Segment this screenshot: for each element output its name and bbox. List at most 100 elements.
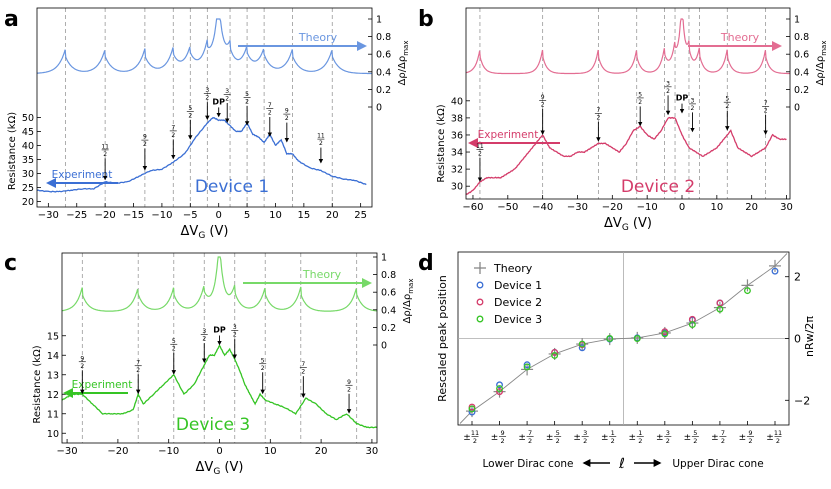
panel-d-device3-point [551, 352, 559, 359]
panel-c-annotation-fraction-den: 2 [136, 367, 140, 374]
panel-a-rtick-label: 1 [376, 15, 382, 26]
panel-a-xtick-label: 25 [354, 210, 367, 221]
panel-d-ytick-label: −2 [794, 394, 810, 407]
panel-a-right-axis-label: Δρ/Δρmax [397, 40, 410, 85]
panel-b-annotation-fraction-num: 7 [596, 107, 600, 114]
panel-d-legend-label: Device 2 [494, 296, 542, 309]
panel-d-device2-point [551, 348, 559, 356]
panel-c-xtick-label: −20 [107, 446, 128, 457]
panel-d-xtick-pm: ± [739, 433, 747, 443]
panel-c-annotation-fraction: 32 [200, 328, 208, 343]
panel-a-annotation-fraction: 72 [169, 124, 177, 139]
panel-d-xtick-fraction-den: 2 [528, 437, 532, 445]
panel-a-xlabel-unit: (V) [205, 224, 228, 239]
panel-d-upper-cone-label: Upper Dirac cone [672, 458, 763, 470]
panel-b-xtick-label: 0 [679, 202, 685, 213]
panel-a-annotation-fraction: 52 [186, 105, 194, 119]
panel-b-ytick-label: 30 [451, 182, 463, 193]
panel-c-theory-label: Theory [302, 268, 342, 281]
panel-a-ytick-label: 35 [22, 155, 34, 166]
panel-b-theory-label: Theory [720, 31, 760, 44]
panel-d-xtick-fraction-den: 2 [693, 437, 697, 445]
panel-a-annotation-fraction-den: 2 [245, 98, 249, 105]
panel-c-xtick-label: 30 [366, 446, 379, 457]
panel-b-xtick-label: 30 [780, 202, 793, 213]
panel-d-xtick-fraction-num: 3 [666, 429, 670, 437]
panel-c-annotation-dp: DP [213, 326, 226, 335]
panel-a-annotation-fraction-num: 3 [225, 88, 229, 95]
panel-c-right-axis-label: Δρ/Δρmax [402, 278, 415, 323]
panel-d-xtick-fraction-num: 9 [500, 429, 504, 437]
panel-c-theory-curve [61, 256, 377, 312]
panel-d-xtick-fraction: 52 [691, 429, 699, 445]
panel-d-legend-device1-marker [476, 281, 484, 289]
panel-a-annotation-fraction-den: 2 [143, 141, 147, 148]
panel-b-ytick-label: 32 [451, 165, 463, 176]
panel-b-annotation-fraction: 72 [594, 107, 602, 121]
panel-d-xtick-fraction-den: 2 [721, 437, 725, 445]
panel-c-ytick-label: 13 [47, 370, 59, 381]
panel-c-ytick-label: 15 [47, 331, 59, 342]
panel-a-rtick-label: 0.8 [376, 32, 391, 43]
panel-a-rtick-label: 0.2 [376, 85, 391, 96]
panel-a-theory-curve [36, 18, 372, 75]
panel-d-xtick-fraction-num: 7 [721, 429, 725, 437]
panel-d-xtick-pm: ± [684, 433, 692, 443]
panel-b-rtick-label: 0.8 [794, 32, 809, 43]
panel-d-lower-cone-label: Lower Dirac cone [483, 458, 574, 470]
panel-letter-d: d [418, 251, 434, 276]
panel-c-annotation-fraction: 52 [259, 357, 267, 372]
panel-d-xtick-fraction: 92 [499, 429, 507, 445]
panel-a-xtick-label: 0 [216, 210, 222, 221]
panel-b-annotation-fraction: 32 [664, 80, 672, 95]
panel-b-xtick-label: −20 [602, 202, 623, 213]
panel-d-device3-point [606, 335, 614, 342]
panel-d-xtick-fraction-den: 2 [776, 437, 780, 445]
panel-c-annotation-fraction: 52 [170, 338, 178, 352]
panel-d-xtick-fraction-num: 3 [583, 429, 587, 437]
panel-c-xtick-label: 20 [315, 446, 328, 457]
panel-d-xtick-fraction: 112 [471, 429, 479, 445]
panel-c-xtick-label: 10 [264, 446, 277, 457]
panel-c-annotation-fraction-den: 2 [233, 332, 237, 339]
panel-a-annotation-fraction-num: 11 [101, 143, 109, 150]
panel-b-right-axis-label: Δρ/Δρmax [815, 40, 828, 85]
panel-a-xtick-label: 15 [297, 210, 310, 221]
panel-b-xtick-label: 10 [710, 202, 723, 213]
panel-d-xtick-pm: ± [766, 433, 774, 443]
panel-a-ytick-label: 50 [22, 113, 34, 124]
panel-d-xtick-fraction-den: 2 [583, 437, 587, 445]
panel-b-annotation-fraction-num: 3 [691, 97, 695, 104]
panel-a-xtick-label: 10 [269, 210, 282, 221]
panel-c-annotation-fraction-num: 3 [233, 324, 237, 331]
panel-b-ytick-label: 40 [451, 96, 463, 107]
panel-d-xtick-fraction-den: 2 [638, 437, 642, 445]
panel-b-annotation-dp: DP [676, 94, 689, 103]
panel-d-device3-point [716, 305, 724, 313]
panel-d-xtick-pm: ± [491, 433, 499, 443]
panel-d-xtick-pm: ± [656, 433, 664, 443]
panel-c-experiment-curve [61, 344, 378, 429]
panel-d-xtick-fraction-den: 2 [611, 437, 615, 445]
panel-b-xlabel-sub: G [622, 223, 629, 233]
panel-d-xtick-fraction-num: 5 [693, 429, 697, 437]
panel-a-annotation-fraction-den: 2 [319, 140, 323, 147]
panel-d-xtick-fraction: 12 [609, 429, 617, 445]
panel-d-xtick-pm: ± [628, 433, 636, 443]
panel-c-annotation-fraction-den: 2 [80, 363, 84, 370]
panel-b-annotation-fraction-den: 2 [764, 107, 768, 114]
panel-d-xtick-pm: ± [518, 433, 526, 443]
panel-b-annotation-fraction-num: 3 [666, 80, 670, 87]
panel-d-device3-point [578, 340, 586, 348]
panel-a-rtick-label: 0.4 [376, 67, 391, 78]
panel-c-annotation-fraction-num: 5 [261, 357, 265, 364]
panel-b-annotation-fraction: 52 [636, 91, 644, 106]
panel-a-device-label: Device 1 [195, 177, 269, 197]
panel-d-xtick-fraction-den: 2 [748, 437, 752, 445]
panel-c-annotation-fraction-num: 7 [301, 361, 305, 368]
panel-d-right-label: nRw/2π [803, 316, 816, 357]
panel-d-device3-point [496, 385, 503, 392]
panel-b-ytick-label: 36 [451, 130, 463, 141]
panel-b-xlabel: ΔVG (V) [604, 216, 652, 233]
